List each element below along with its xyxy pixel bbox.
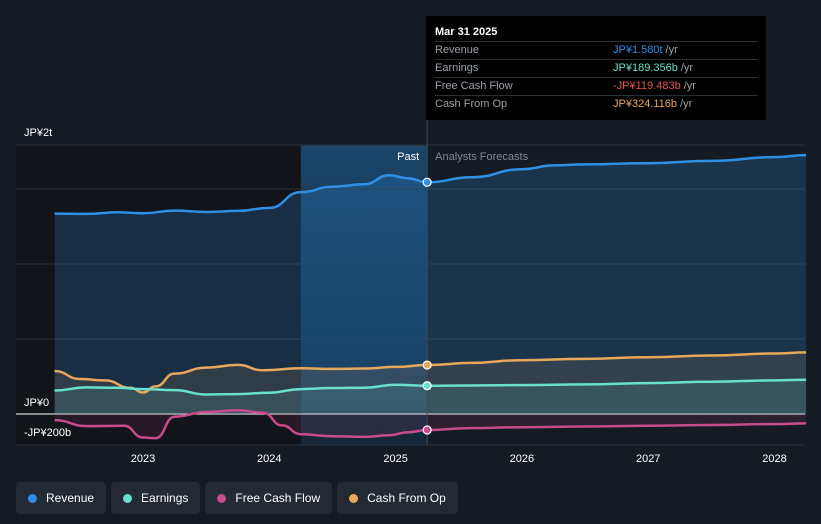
series-area-free-cash-flow	[54, 410, 807, 439]
series-line-revenue	[54, 153, 807, 216]
legend-label: Free Cash Flow	[235, 491, 321, 505]
y-axis-labels: JP¥2t JP¥0 -JP¥200b	[24, 127, 71, 439]
legend-item-cash-from-op[interactable]: Cash From Op	[337, 482, 458, 514]
x-tick-label: 2026	[510, 453, 534, 465]
tooltip-row-unit: /yr	[680, 62, 694, 74]
tooltip-row-value: JP¥324.116b	[613, 98, 678, 110]
tooltip-row-unit: /yr	[680, 98, 693, 110]
tooltip-row-unit: /yr	[665, 44, 678, 56]
marker-cash-from-op	[422, 360, 432, 370]
tooltip-row-value: JP¥1.580t	[613, 44, 663, 56]
series-markers	[422, 177, 432, 435]
x-tick-label: 2023	[131, 453, 155, 465]
series-line-cash-from-op	[54, 351, 807, 394]
y-tick-label: -JP¥200b	[24, 427, 71, 439]
legend-dot-icon	[28, 493, 37, 503]
x-tick-label: 2028	[762, 453, 786, 465]
tooltip: Mar 31 2025 Revenue JP¥1.580t /yr Earnin…	[426, 16, 766, 120]
legend-dot-icon	[349, 493, 359, 503]
tooltip-date: Mar 31 2025	[435, 26, 498, 38]
tooltip-row-cash-from-op: Cash From Op JP¥324.116b /yr	[435, 95, 757, 113]
legend: Revenue Earnings Free Cash Flow Cash Fro…	[16, 482, 458, 514]
tooltip-row-label: Cash From Op	[435, 98, 508, 110]
tooltip-row-label: Revenue	[435, 44, 480, 56]
x-tick-label: 2027	[636, 453, 660, 465]
series-line-free-cash-flow	[54, 408, 807, 440]
series-area-earnings	[54, 379, 807, 414]
past-label: Past	[397, 151, 419, 163]
series-area-revenue	[54, 155, 807, 414]
tooltip-row-unit: /yr	[683, 80, 696, 92]
tooltip-row-earnings: Earnings JP¥189.356b /yr	[435, 59, 757, 77]
legend-dot-icon	[123, 493, 133, 503]
series-line-earnings	[54, 378, 807, 396]
legend-item-free-cash-flow[interactable]: Free Cash Flow	[205, 482, 333, 514]
legend-item-earnings[interactable]: Earnings	[111, 482, 201, 514]
tooltip-row-value: -JP¥119.483b	[613, 80, 681, 92]
y-tick-label: JP¥2t	[24, 127, 52, 139]
x-axis-labels: 2023 2024 2025 2026 2027 2028	[131, 453, 787, 465]
series-lines	[54, 153, 807, 440]
y-tick-label: JP¥0	[24, 397, 49, 409]
marker-revenue	[422, 177, 432, 187]
tooltip-row-free-cash-flow: Free Cash Flow -JP¥119.483b /yr	[435, 77, 757, 95]
gridlines	[16, 144, 805, 446]
x-tick-label: 2024	[257, 453, 281, 465]
forecast-label: Analysts Forecasts	[435, 151, 528, 163]
tooltip-row-value: JP¥189.356b	[613, 62, 678, 74]
past-highlight	[300, 145, 428, 445]
legend-label: Earnings	[141, 491, 189, 505]
legend-label: Cash From Op	[367, 491, 446, 505]
legend-item-revenue[interactable]: Revenue	[16, 482, 107, 514]
legend-dot-icon	[217, 493, 227, 503]
marker-free-cash-flow	[422, 425, 432, 435]
tooltip-row-label: Earnings	[435, 62, 479, 74]
legend-label: Revenue	[46, 491, 95, 505]
marker-earnings	[422, 381, 432, 391]
x-tick-label: 2025	[383, 453, 407, 465]
tooltip-row-revenue: Revenue JP¥1.580t /yr	[435, 41, 757, 59]
tooltip-row-label: Free Cash Flow	[435, 80, 513, 92]
